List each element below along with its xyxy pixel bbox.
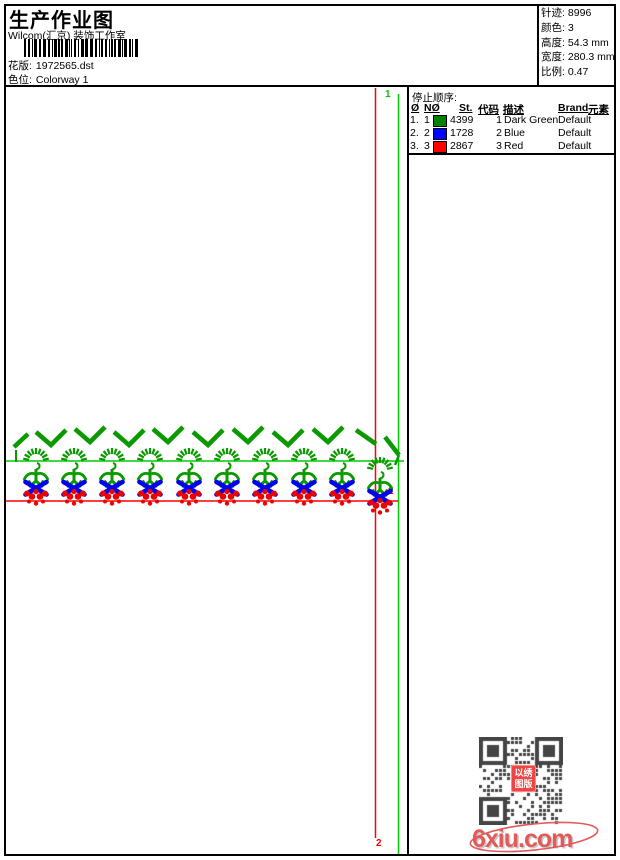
col-header-brand: Brand <box>558 102 589 114</box>
end-marker-label-bottom: 2 <box>376 838 382 849</box>
stat-value: 280.3 mm <box>567 51 615 64</box>
row-code: 2 <box>496 127 502 139</box>
stat-colors: 颜色: 3 <box>541 21 615 36</box>
row-description: Red <box>504 140 524 152</box>
color-swatch <box>433 128 447 140</box>
row-stitches: 4399 <box>450 114 474 126</box>
color-swatch <box>433 141 447 153</box>
colorway-label: 色位: <box>8 74 32 86</box>
row-n: 3 <box>424 140 430 152</box>
row-seq: 2. <box>410 127 419 139</box>
row-description: Dark Green <box>504 114 559 126</box>
barcode <box>24 39 138 57</box>
row-stitches: 1728 <box>450 127 474 139</box>
stat-label: 比例: <box>541 66 565 79</box>
stat-value: 0.47 <box>567 66 589 79</box>
row-brand: Default <box>558 127 592 139</box>
site-logo-text: 6xiu.com <box>472 825 573 853</box>
col-header-n: NØ <box>424 102 440 114</box>
design-file-label: 花版: <box>8 60 32 72</box>
logo-swoosh <box>469 821 599 853</box>
stat-value: 54.3 mm <box>567 36 609 49</box>
design-file-value: 1972565.dst <box>35 60 94 72</box>
qr-center-stamp: 以绣 图版 <box>511 765 536 792</box>
row-code: 1 <box>496 114 502 126</box>
stat-width: 宽度: 280.3 mm <box>541 50 615 65</box>
design-panel-divider <box>407 87 409 854</box>
color-swatch <box>433 115 447 127</box>
row-code: 3 <box>496 140 502 152</box>
stats-panel: 针迹: 8996 颜色: 3 高度: 54.3 mm 宽度: 280.3 mm 比例: 0… <box>541 6 615 80</box>
row-brand: Default <box>558 114 592 126</box>
stat-label: 针迹: <box>541 7 565 19</box>
row-seq: 1. <box>410 114 419 126</box>
stat-value: 3 <box>567 21 574 34</box>
stat-height: 高度: 54.3 mm <box>541 36 615 51</box>
colorway-row: 色位: Colorway 1 <box>8 72 88 87</box>
row-seq: 3. <box>410 140 419 152</box>
header-bottom-border <box>4 85 616 87</box>
stop-table-bottom-border <box>407 153 616 155</box>
stat-scale: 比例: 0.47 <box>541 65 615 80</box>
col-header-element: 元素 <box>588 104 609 116</box>
stat-label: 颜色: <box>541 21 565 34</box>
row-description: Blue <box>504 127 526 139</box>
page-border <box>4 4 616 856</box>
edge-strokes <box>12 428 401 466</box>
stamp-line: 图版 <box>514 779 533 789</box>
stamp-line: 以绣 <box>514 768 533 778</box>
design-canvas: 1 2 2 <box>6 88 404 854</box>
stat-value: 8996 <box>567 7 592 19</box>
site-logo: 6xiu.com <box>466 821 606 857</box>
stat-label: 高度: <box>541 36 565 49</box>
stop-sequence-title: 停止顺序: <box>412 92 457 104</box>
col-header-desc: 描述 <box>503 104 524 116</box>
start-marker-label: 1 <box>385 89 391 100</box>
col-header-code: 代码 <box>478 104 499 116</box>
row-n: 1 <box>424 114 430 126</box>
stat-label: 宽度: <box>541 51 565 64</box>
col-header-st: St. <box>459 102 473 114</box>
stat-stitches: 针迹: 8996 <box>541 6 615 21</box>
header-vertical-divider <box>537 4 539 87</box>
row-n: 2 <box>424 127 430 139</box>
col-header-seq: Ø <box>411 102 420 114</box>
row-stitches: 2867 <box>450 140 474 152</box>
row-brand: Default <box>558 140 592 152</box>
page-title: 生产作业图 <box>9 10 114 32</box>
colorway-value: Colorway 1 <box>35 74 89 86</box>
design-file-row: 花版: 1972565.dst <box>8 58 94 73</box>
